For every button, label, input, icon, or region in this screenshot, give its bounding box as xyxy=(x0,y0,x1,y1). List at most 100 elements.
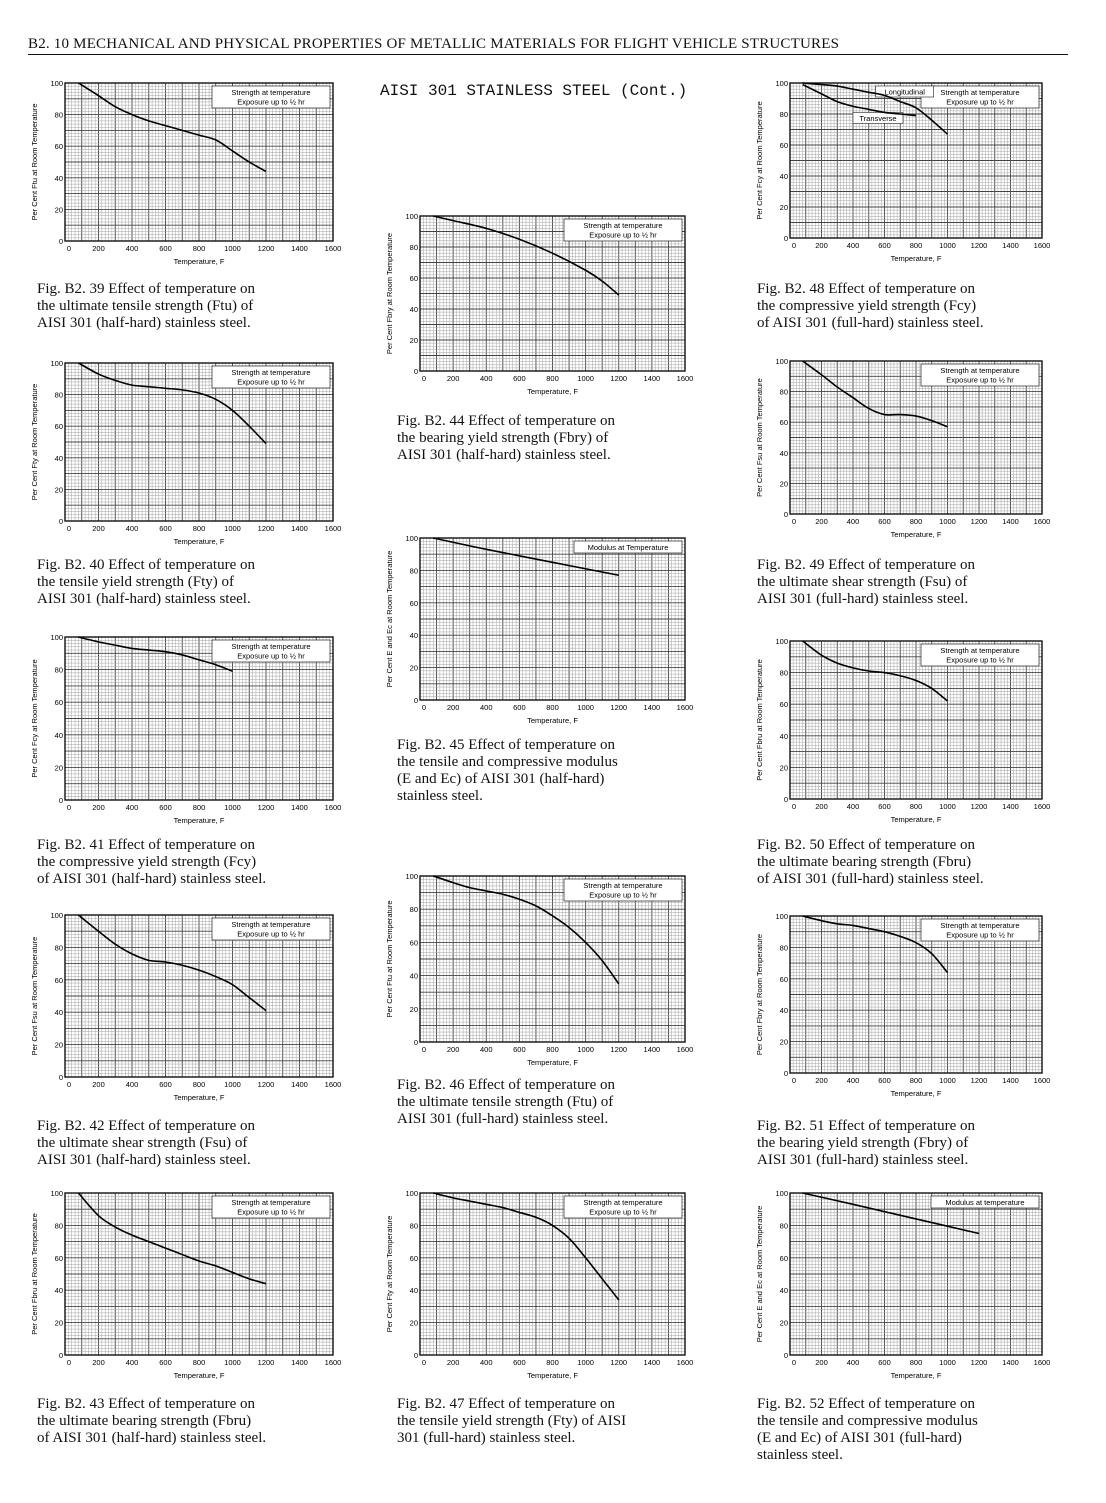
caption-line: Fig. B2. 48 Effect of temperature on xyxy=(757,281,975,297)
x-tick-label: 400 xyxy=(847,1076,860,1085)
series-line xyxy=(77,82,267,173)
x-tick-label: 600 xyxy=(513,1358,526,1367)
x-tick-label: 400 xyxy=(126,1358,139,1367)
y-tick-label: 0 xyxy=(59,517,63,526)
y-tick-label: 20 xyxy=(55,205,63,214)
legend-text: Exposure up to ½ hr xyxy=(237,1208,305,1217)
caption-line: Fig. B2. 43 Effect of temperature on xyxy=(37,1396,255,1412)
y-tick-label: 60 xyxy=(55,142,63,151)
grid xyxy=(64,82,334,242)
x-tick-label: 800 xyxy=(910,241,923,250)
x-tick-label: 600 xyxy=(878,241,891,250)
series-line xyxy=(433,215,620,296)
x-axis-label: Temperature, F xyxy=(174,1371,225,1380)
plot-frame xyxy=(419,875,686,1043)
chart-svg-b2-50: 0 200 400 600 800 1000 1200 1400 1600 0 20 40 60 80 10… xyxy=(755,637,1050,824)
caption-line: Fig. B2. 44 Effect of temperature on xyxy=(397,413,615,429)
chart-b2-41: 0 200 400 600 800 1000 1200 1400 1600 0 20 40 60 80 10… xyxy=(17,631,343,832)
x-axis-label: Temperature, F xyxy=(891,1089,942,1098)
x-tick-label: 400 xyxy=(847,517,860,526)
y-tick-label: 60 xyxy=(780,1254,788,1263)
x-tick-label: 200 xyxy=(815,517,828,526)
plot-frame xyxy=(789,360,1043,515)
figure-caption-b2-50: Fig. B2. 50 Effect of temperature on the … xyxy=(757,837,1077,888)
legend-text: Exposure up to ½ hr xyxy=(237,930,305,939)
legend-text: Strength at temperature xyxy=(231,368,310,377)
x-tick-label: 1200 xyxy=(971,241,988,250)
x-tick-label: 1200 xyxy=(971,802,988,811)
x-axis-label: Temperature, F xyxy=(527,1371,578,1380)
series-line xyxy=(433,537,619,577)
caption-line: the compressive yield strength (Fcy) xyxy=(757,298,977,314)
x-tick-label: 800 xyxy=(193,524,206,533)
x-tick-label: 800 xyxy=(546,703,559,712)
caption-line: the bearing yield strength (Fbry) of xyxy=(757,1135,969,1151)
y-axis-label: Per Cent Fbry at Room Temperature xyxy=(385,233,394,354)
caption-line: Fig. B2. 47 Effect of temperature on xyxy=(397,1396,615,1412)
figure-caption-b2-46: Fig. B2. 46 Effect of temperature on the … xyxy=(397,1077,717,1128)
caption-line: AISI 301 (half-hard) stainless steel. xyxy=(37,591,251,607)
caption-line: the ultimate shear strength (Fsu) of xyxy=(757,574,968,590)
figure-caption-b2-45: Fig. B2. 45 Effect of temperature on the … xyxy=(397,737,717,805)
y-tick-label: 40 xyxy=(780,732,788,741)
y-tick-label: 80 xyxy=(55,391,63,400)
caption-line: the ultimate shear strength (Fsu) of xyxy=(37,1135,248,1151)
y-tick-label: 100 xyxy=(775,912,788,921)
plot-frame xyxy=(789,640,1043,800)
series-line xyxy=(432,875,620,985)
x-tick-label: 800 xyxy=(910,1358,923,1367)
annotation-text: Longitudinal xyxy=(884,88,925,97)
y-tick-label: 60 xyxy=(410,274,418,283)
x-axis-label: Temperature, F xyxy=(891,815,942,824)
y-tick-label: 60 xyxy=(410,938,418,947)
x-tick-label: 800 xyxy=(193,244,206,253)
x-tick-label: 1400 xyxy=(291,524,308,533)
y-tick-label: 100 xyxy=(50,911,63,920)
figure-caption-b2-51: Fig. B2. 51 Effect of temperature on the … xyxy=(757,1118,1077,1169)
y-tick-label: 40 xyxy=(55,454,63,463)
x-tick-label: 1400 xyxy=(1002,802,1019,811)
x-axis-label: Temperature, F xyxy=(891,254,942,263)
x-tick-label: 0 xyxy=(792,1076,796,1085)
y-tick-label: 20 xyxy=(55,1319,63,1328)
x-tick-label: 1000 xyxy=(939,517,956,526)
y-tick-label: 0 xyxy=(784,795,788,804)
chart-b2-50: 0 200 400 600 800 1000 1200 1400 1600 0 20 40 60 80 10… xyxy=(742,635,1052,831)
x-tick-label: 0 xyxy=(422,1045,426,1054)
plot-frame xyxy=(789,915,1043,1074)
y-tick-label: 100 xyxy=(50,633,63,642)
figure-caption-b2-40: Fig. B2. 40 Effect of temperature on the … xyxy=(37,557,357,608)
grid xyxy=(789,1192,1043,1356)
series-line-transverse xyxy=(802,83,917,117)
figure-caption-b2-52: Fig. B2. 52 Effect of temperature on the … xyxy=(757,1396,1077,1464)
y-tick-label: 0 xyxy=(59,237,63,246)
x-tick-label: 1200 xyxy=(258,524,275,533)
chart-b2-52: 0 200 400 600 800 1000 1200 1400 1600 0 20 40 60 80 10… xyxy=(742,1187,1052,1387)
x-tick-label: 1400 xyxy=(291,1080,308,1089)
chart-svg-b2-41: 0 200 400 600 800 1000 1200 1400 1600 0 20 40 60 80 10… xyxy=(30,633,341,825)
y-tick-label: 40 xyxy=(780,1286,788,1295)
y-tick-label: 20 xyxy=(410,664,418,673)
chart-b2-43: 0 200 400 600 800 1000 1200 1400 1600 0 20 40 60 80 10… xyxy=(17,1187,343,1387)
y-tick-label: 40 xyxy=(410,972,418,981)
x-tick-label: 400 xyxy=(126,244,139,253)
series-line xyxy=(802,915,949,974)
figure-caption-b2-47: Fig. B2. 47 Effect of temperature on the … xyxy=(397,1396,717,1447)
x-tick-label: 1000 xyxy=(939,1076,956,1085)
plot-frame xyxy=(64,1192,334,1356)
x-tick-label: 0 xyxy=(422,703,426,712)
legend-text: Exposure up to ½ hr xyxy=(589,1208,657,1217)
y-tick-label: 0 xyxy=(414,1038,418,1047)
caption-line: stainless steel. xyxy=(397,788,483,804)
chart-svg-b2-43: 0 200 400 600 800 1000 1200 1400 1600 0 20 40 60 80 10… xyxy=(30,1189,341,1380)
y-tick-label: 20 xyxy=(55,763,63,772)
y-tick-label: 60 xyxy=(780,700,788,709)
x-tick-label: 600 xyxy=(513,703,526,712)
